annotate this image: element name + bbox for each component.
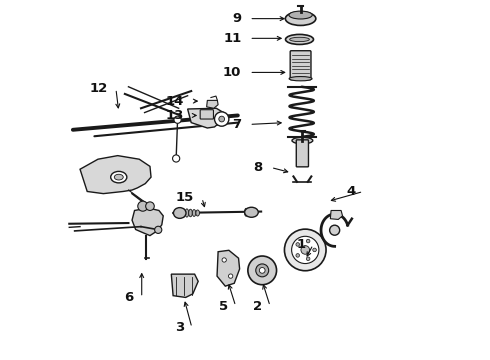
Ellipse shape [185, 209, 189, 217]
Text: 9: 9 [232, 12, 242, 25]
Circle shape [330, 225, 340, 235]
Ellipse shape [289, 11, 312, 19]
Text: 8: 8 [254, 161, 263, 174]
Ellipse shape [285, 12, 316, 26]
Ellipse shape [254, 210, 257, 215]
Circle shape [228, 274, 233, 278]
Circle shape [296, 243, 299, 246]
Polygon shape [172, 274, 198, 297]
Ellipse shape [192, 210, 196, 216]
Text: 11: 11 [223, 32, 242, 45]
FancyBboxPatch shape [296, 140, 309, 167]
Ellipse shape [196, 210, 199, 216]
Ellipse shape [245, 208, 247, 216]
Circle shape [259, 267, 265, 273]
Ellipse shape [189, 209, 192, 217]
Circle shape [155, 226, 162, 233]
Circle shape [172, 155, 180, 162]
Text: 15: 15 [176, 192, 194, 204]
Polygon shape [132, 208, 163, 235]
Text: 7: 7 [232, 118, 242, 131]
Polygon shape [80, 156, 151, 194]
Text: 2: 2 [253, 300, 262, 313]
Circle shape [296, 253, 299, 257]
Ellipse shape [173, 208, 186, 219]
Text: 5: 5 [219, 300, 228, 313]
Circle shape [285, 229, 326, 271]
Polygon shape [217, 250, 240, 286]
Circle shape [138, 201, 148, 211]
Ellipse shape [114, 174, 123, 180]
Text: 4: 4 [346, 185, 355, 198]
Text: 13: 13 [166, 109, 184, 122]
Text: 10: 10 [223, 66, 242, 79]
Ellipse shape [251, 209, 254, 216]
Circle shape [292, 236, 319, 264]
Circle shape [301, 246, 310, 254]
Text: 6: 6 [124, 291, 134, 304]
Circle shape [306, 257, 310, 261]
FancyBboxPatch shape [200, 110, 214, 119]
Ellipse shape [286, 35, 314, 44]
Text: 3: 3 [175, 321, 184, 334]
Ellipse shape [247, 209, 251, 216]
Circle shape [256, 264, 269, 277]
Circle shape [313, 248, 317, 252]
Ellipse shape [290, 37, 309, 41]
Ellipse shape [245, 207, 258, 217]
Circle shape [146, 202, 154, 211]
Circle shape [215, 112, 229, 126]
Circle shape [306, 239, 310, 243]
Ellipse shape [181, 208, 185, 217]
Polygon shape [330, 211, 343, 220]
Circle shape [174, 116, 181, 123]
Text: 1: 1 [296, 238, 305, 251]
Ellipse shape [292, 137, 313, 144]
Polygon shape [188, 108, 223, 128]
Text: 12: 12 [90, 82, 108, 95]
FancyBboxPatch shape [290, 51, 311, 80]
Text: 14: 14 [166, 95, 184, 108]
Circle shape [248, 256, 276, 285]
Circle shape [222, 258, 226, 262]
Ellipse shape [111, 171, 127, 183]
Ellipse shape [289, 77, 312, 81]
Polygon shape [207, 100, 218, 108]
Circle shape [219, 116, 224, 122]
